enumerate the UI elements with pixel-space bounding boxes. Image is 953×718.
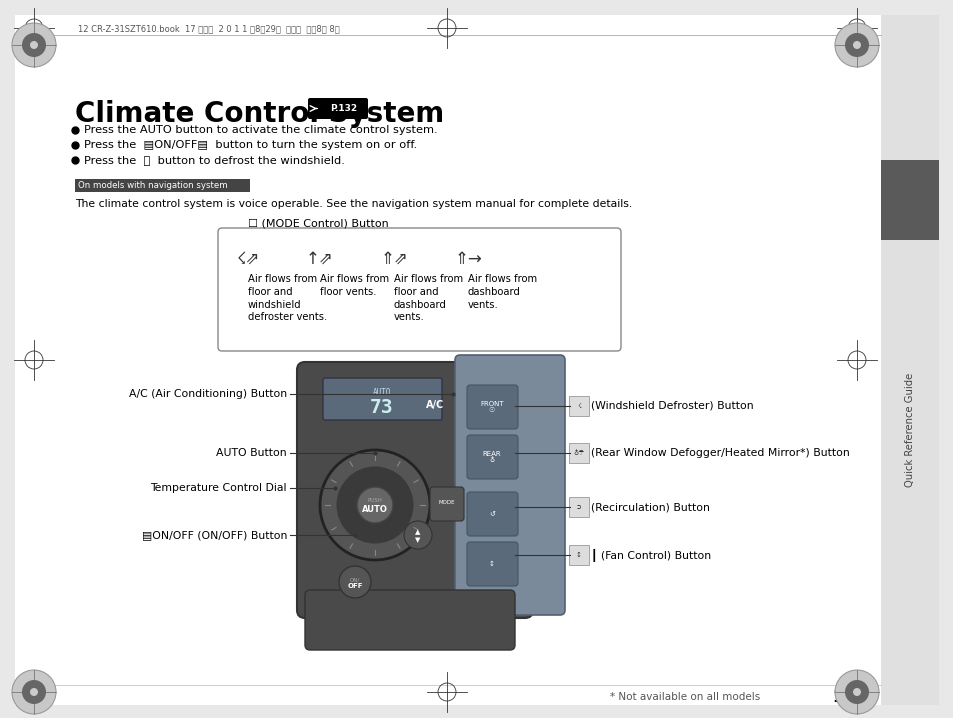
Bar bbox=[880, 160, 938, 240]
Text: 73: 73 bbox=[370, 398, 394, 417]
Text: ⇑⇗: ⇑⇗ bbox=[379, 250, 408, 268]
FancyBboxPatch shape bbox=[568, 396, 588, 416]
Text: Air flows from
floor and
dashboard
vents.: Air flows from floor and dashboard vents… bbox=[394, 274, 462, 322]
Text: ON/: ON/ bbox=[350, 577, 359, 582]
Text: Press the AUTO button to activate the climate control system.: Press the AUTO button to activate the cl… bbox=[84, 125, 437, 135]
Circle shape bbox=[338, 566, 371, 598]
Circle shape bbox=[403, 521, 432, 549]
Circle shape bbox=[30, 41, 38, 49]
Text: 17: 17 bbox=[832, 689, 853, 704]
FancyBboxPatch shape bbox=[218, 228, 620, 351]
Circle shape bbox=[356, 487, 393, 523]
Text: ☇: ☇ bbox=[577, 403, 580, 409]
FancyBboxPatch shape bbox=[467, 492, 517, 536]
Circle shape bbox=[336, 467, 413, 544]
Circle shape bbox=[844, 33, 868, 57]
Text: Air flows from
dashboard
vents.: Air flows from dashboard vents. bbox=[468, 274, 537, 309]
Text: Temperature Control Dial: Temperature Control Dial bbox=[151, 483, 287, 493]
FancyBboxPatch shape bbox=[568, 545, 588, 565]
FancyBboxPatch shape bbox=[568, 497, 588, 517]
Text: P.132: P.132 bbox=[330, 104, 357, 113]
Circle shape bbox=[852, 688, 861, 696]
Text: ↺: ↺ bbox=[489, 511, 495, 517]
Text: ▤ON/OFF (ON/OFF) Button: ▤ON/OFF (ON/OFF) Button bbox=[141, 530, 287, 540]
Circle shape bbox=[12, 670, 56, 714]
Circle shape bbox=[30, 688, 38, 696]
Text: ☐ (MODE Control) Button: ☐ (MODE Control) Button bbox=[248, 218, 388, 228]
FancyBboxPatch shape bbox=[467, 435, 517, 479]
Text: OFF: OFF bbox=[347, 583, 362, 589]
Text: A/C: A/C bbox=[425, 400, 444, 410]
Text: AUTO Button: AUTO Button bbox=[216, 448, 287, 458]
Circle shape bbox=[22, 33, 46, 57]
FancyBboxPatch shape bbox=[467, 385, 517, 429]
Circle shape bbox=[834, 23, 878, 67]
Circle shape bbox=[319, 450, 430, 560]
Text: On models with navigation system: On models with navigation system bbox=[78, 181, 228, 190]
Text: (Recirculation) Button: (Recirculation) Button bbox=[590, 502, 709, 512]
Bar bbox=[75, 179, 250, 192]
Circle shape bbox=[22, 680, 46, 704]
Text: MODE: MODE bbox=[438, 500, 455, 505]
Text: Press the  ⯬  button to defrost the windshield.: Press the ⯬ button to defrost the windsh… bbox=[84, 155, 345, 165]
Text: REAR
♁: REAR ♁ bbox=[482, 450, 500, 464]
Circle shape bbox=[844, 680, 868, 704]
Circle shape bbox=[12, 23, 56, 67]
Text: 12 CR-Z-31SZT610.book  17 ページ  2 0 1 1 年8月29日  月曜日  午徉8時 8分: 12 CR-Z-31SZT610.book 17 ページ 2 0 1 1 年8月… bbox=[78, 24, 339, 33]
Text: (Rear Window Defogger/Heated Mirror*) Button: (Rear Window Defogger/Heated Mirror*) Bu… bbox=[590, 448, 849, 458]
Text: ↕: ↕ bbox=[576, 552, 581, 558]
Bar bbox=[880, 15, 938, 705]
Text: (Windshield Defroster) Button: (Windshield Defroster) Button bbox=[590, 401, 753, 411]
FancyBboxPatch shape bbox=[568, 443, 588, 463]
Text: ♁☂: ♁☂ bbox=[573, 450, 584, 456]
Text: AUTO: AUTO bbox=[362, 505, 388, 513]
Text: PUSH: PUSH bbox=[367, 498, 382, 503]
Circle shape bbox=[852, 41, 861, 49]
Text: Quick Reference Guide: Quick Reference Guide bbox=[904, 373, 914, 487]
Text: FRONT
☉: FRONT ☉ bbox=[479, 401, 503, 414]
Text: A/C (Air Conditioning) Button: A/C (Air Conditioning) Button bbox=[129, 389, 287, 399]
Text: Climate Control System: Climate Control System bbox=[75, 100, 444, 128]
Text: ⇑→: ⇑→ bbox=[454, 250, 481, 268]
FancyBboxPatch shape bbox=[308, 98, 368, 119]
Text: AUTO: AUTO bbox=[373, 388, 391, 397]
Text: Press the  ▤ON/OFF▤  button to turn the system on or off.: Press the ▤ON/OFF▤ button to turn the sy… bbox=[84, 140, 416, 150]
Text: ┃ (Fan Control) Button: ┃ (Fan Control) Button bbox=[590, 549, 710, 561]
Text: Air flows from
floor and
windshield
defroster vents.: Air flows from floor and windshield defr… bbox=[248, 274, 327, 322]
FancyBboxPatch shape bbox=[467, 542, 517, 586]
Text: ➲: ➲ bbox=[576, 504, 581, 510]
FancyBboxPatch shape bbox=[455, 355, 564, 615]
Text: Air flows from
floor vents.: Air flows from floor vents. bbox=[319, 274, 389, 297]
Text: ▼: ▼ bbox=[415, 537, 420, 543]
Circle shape bbox=[834, 670, 878, 714]
Text: ☇⇗: ☇⇗ bbox=[236, 250, 259, 268]
FancyBboxPatch shape bbox=[296, 362, 533, 618]
Text: ▲: ▲ bbox=[415, 529, 420, 535]
Text: ↑⇗: ↑⇗ bbox=[306, 250, 334, 268]
Text: * Not available on all models: * Not available on all models bbox=[609, 692, 760, 702]
FancyBboxPatch shape bbox=[430, 487, 463, 521]
Text: ↕: ↕ bbox=[489, 561, 495, 567]
FancyBboxPatch shape bbox=[305, 590, 515, 650]
Text: The climate control system is voice operable. See the navigation system manual f: The climate control system is voice oper… bbox=[75, 199, 632, 209]
FancyBboxPatch shape bbox=[323, 378, 441, 420]
